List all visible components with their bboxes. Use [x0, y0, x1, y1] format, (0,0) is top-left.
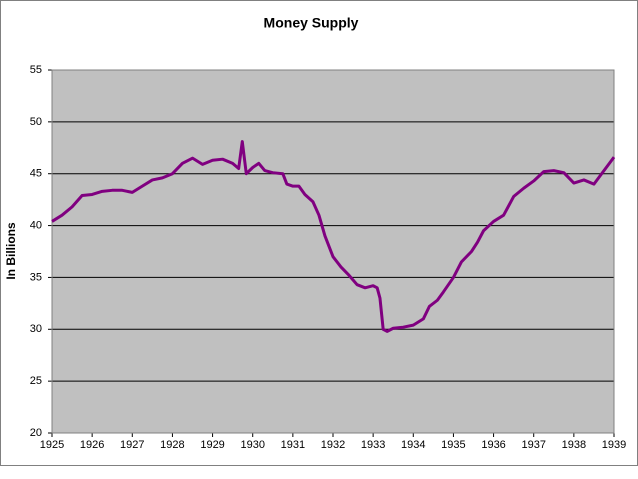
x-tick-label: 1925 [40, 439, 64, 451]
x-tick-label: 1938 [562, 439, 586, 451]
plot-area [52, 70, 614, 433]
x-tick-label: 1926 [80, 439, 104, 451]
x-tick-label: 1934 [401, 439, 425, 451]
y-axis-label: In Billions [4, 222, 18, 280]
x-tick-label: 1929 [200, 439, 224, 451]
x-tick-label: 1932 [321, 439, 345, 451]
x-tick-label: 1933 [361, 439, 385, 451]
y-tick-label: 50 [30, 116, 42, 128]
x-tick-label: 1935 [441, 439, 465, 451]
plot-border [51, 69, 615, 434]
y-tick-label: 35 [30, 271, 42, 283]
x-tick-label: 1927 [120, 439, 144, 451]
data-line [51, 140, 616, 333]
y-tick-label: 55 [30, 64, 42, 76]
y-tick-label: 25 [30, 375, 42, 387]
y-tick-label: 40 [30, 219, 42, 231]
y-tick-label: 30 [30, 323, 42, 335]
x-tick-label: 1930 [240, 439, 264, 451]
x-tick-label: 1928 [160, 439, 184, 451]
y-tick-label: 45 [30, 168, 42, 180]
y-tick-label: 20 [30, 427, 42, 439]
x-tick-label: 1931 [281, 439, 305, 451]
x-tick-label: 1936 [481, 439, 505, 451]
chart-title: Money Supply [264, 15, 359, 31]
x-tick-label: 1937 [521, 439, 545, 451]
x-tick-label: 1939 [602, 439, 626, 451]
